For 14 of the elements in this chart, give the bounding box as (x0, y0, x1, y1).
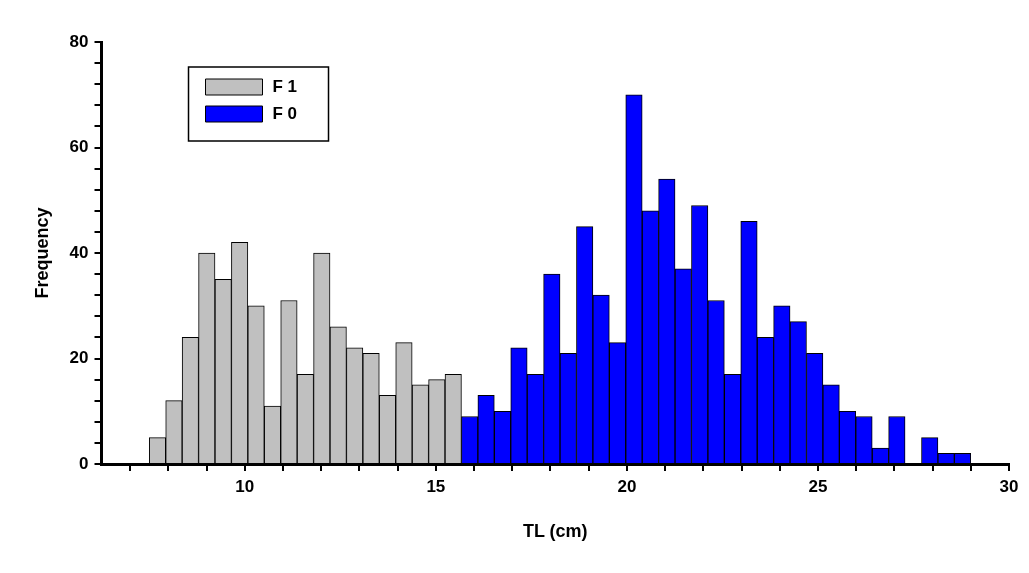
x-tick-label: 30 (999, 476, 1019, 496)
y-tick-label: 20 (69, 348, 89, 368)
y-tick-label: 0 (79, 453, 89, 473)
x-tick-label: 10 (235, 476, 255, 496)
x-tick-label: 15 (426, 476, 446, 496)
y-tick-label: 60 (69, 137, 89, 157)
legend-label: F 0 (272, 103, 298, 123)
x-tick-label: 20 (617, 476, 637, 496)
y-tick-label: 80 (69, 31, 89, 51)
x-tick-label: 25 (808, 476, 828, 496)
legend-label: F 1 (272, 76, 298, 96)
x-axis-title: TL (cm) (522, 521, 588, 542)
y-tick-label: 40 (69, 242, 89, 262)
y-axis-title: Frequency (31, 207, 52, 299)
